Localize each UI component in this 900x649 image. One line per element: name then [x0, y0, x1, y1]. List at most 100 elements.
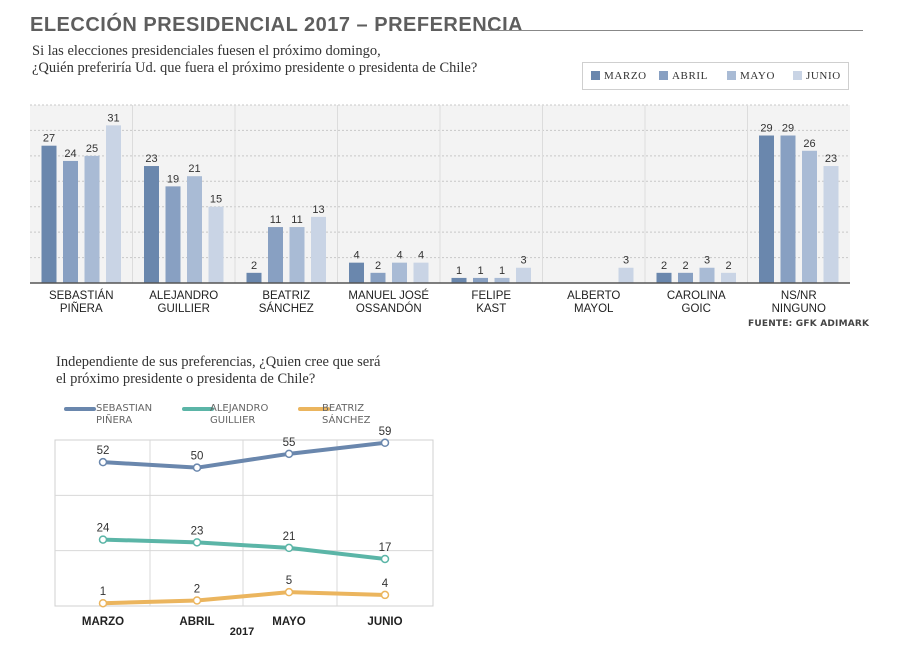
series-line: [101, 537, 387, 561]
bar-chart-question: Si las elecciones presidenciales fuesen …: [32, 43, 477, 77]
bar-value-label: 27: [43, 133, 55, 145]
bar: [84, 155, 100, 283]
bar: [208, 206, 224, 283]
data-point: [380, 438, 390, 448]
series-line: [101, 590, 387, 606]
legend-line-pinera: [64, 407, 96, 411]
data-point: [380, 590, 390, 600]
bar: [759, 135, 774, 283]
legend-item-mayo: MAYO: [727, 70, 775, 82]
legend-label-sanchez-line-1: BEATRIZ: [322, 403, 365, 414]
data-point: [192, 538, 202, 547]
bar-value-label: 23: [145, 153, 157, 165]
data-point: [192, 596, 202, 605]
data-point: [98, 457, 108, 467]
line-question-line-1: Independiente de sus preferencias, ¿Quie…: [56, 354, 381, 370]
legend-item-marzo: MARZO: [591, 70, 647, 82]
bar: [392, 262, 407, 283]
bar: [268, 227, 283, 283]
bar-value-label: 24: [64, 148, 76, 160]
legend-label-abril: ABRIL: [672, 70, 708, 82]
title-rule: [484, 30, 863, 31]
x-axis-label: 2017: [230, 626, 254, 638]
bar-value-label: 2: [661, 260, 667, 272]
legend-line-guillier: [182, 407, 214, 411]
bar-question-line-1: Si las elecciones presidenciales fuesen …: [32, 43, 381, 59]
bar: [413, 262, 429, 283]
category-label: FELIPE: [471, 290, 511, 302]
line-chart-question: Independiente de sus preferencias, ¿Quie…: [56, 354, 380, 388]
legend-label-sanchez: BEATRIZ SÁNCHEZ: [322, 403, 371, 427]
bar-value-label: 2: [375, 260, 381, 272]
bar-value-label: 1: [477, 265, 483, 277]
bar: [802, 150, 817, 283]
point-value-label: 59: [379, 426, 392, 438]
bar-value-label: 11: [270, 214, 281, 226]
data-point: [98, 535, 108, 544]
x-tick-label: MARZO: [82, 616, 124, 628]
bar: [144, 166, 159, 283]
point-value-label: 1: [100, 586, 106, 598]
bar: [699, 267, 715, 283]
category-label: GOIC: [682, 303, 711, 315]
bar-value-label: 21: [188, 163, 200, 175]
bar-value-label: 3: [520, 255, 526, 267]
category-label: MANUEL JOSÉ: [348, 289, 429, 302]
data-point: [192, 463, 202, 472]
category-label: ALEJANDRO: [149, 290, 218, 302]
bar-value-label: 4: [353, 250, 359, 262]
bar: [246, 272, 262, 283]
bar-value-label: 3: [704, 255, 710, 267]
bar-value-label: 2: [725, 260, 731, 272]
legend-swatch-junio: [793, 71, 802, 80]
bar-value-label: 13: [312, 204, 324, 216]
legend-swatch-abril: [659, 71, 668, 80]
category-label: NINGUNO: [772, 303, 826, 315]
category-label: CAROLINA: [667, 290, 726, 302]
bar: [516, 267, 531, 283]
point-value-label: 52: [97, 445, 110, 457]
point-value-label: 17: [379, 542, 392, 554]
category-label: SÁNCHEZ: [259, 302, 314, 315]
source-note: FUENTE: GFK ADIMARK: [748, 319, 870, 329]
legend-label-guillier: ALEJANDRO GUILLIER: [210, 403, 268, 427]
point-value-label: 50: [191, 451, 204, 463]
bar-question-line-2: ¿Quién preferiría Ud. que fuera el próxi…: [32, 60, 478, 76]
bar: [678, 272, 693, 283]
bar-legend: MARZO ABRIL MAYO JUNIO: [582, 62, 849, 90]
bar: [311, 216, 326, 283]
bar: [823, 166, 839, 283]
data-point: [380, 554, 390, 564]
bar: [41, 145, 57, 283]
point-value-label: 55: [283, 437, 296, 449]
category-label: NS/NR: [781, 290, 817, 302]
bar-value-label: 23: [825, 153, 837, 165]
legend-label-sanchez-line-2: SÁNCHEZ: [322, 415, 371, 426]
data-point: [98, 598, 108, 608]
bar-value-label: 2: [682, 260, 688, 272]
bar: [349, 262, 364, 283]
category-label: PIÑERA: [60, 302, 103, 315]
category-label: GUILLIER: [158, 303, 210, 315]
point-value-label: 23: [191, 525, 204, 537]
x-tick-label: JUNIO: [367, 616, 402, 628]
bar-value-label: 2: [251, 260, 257, 272]
legend-label-mayo: MAYO: [740, 70, 776, 82]
bar-value-label: 4: [396, 250, 402, 262]
category-label: OSSANDÓN: [356, 302, 422, 315]
point-value-label: 2: [194, 583, 200, 595]
category-label: ALBERTO: [567, 290, 620, 302]
legend-line-sanchez: [298, 407, 330, 411]
bar: [451, 277, 467, 283]
category-label: MAYOL: [574, 303, 614, 315]
bar-value-label: 29: [782, 123, 794, 135]
x-tick-label: ABRIL: [179, 616, 214, 628]
bar: [473, 277, 488, 283]
x-tick-label: MAYO: [272, 616, 305, 628]
bar-value-label: 19: [167, 173, 179, 185]
bar: [618, 267, 634, 283]
bar: [165, 186, 181, 283]
bar-value-label: 26: [803, 138, 815, 150]
bar-value-label: 3: [623, 255, 629, 267]
